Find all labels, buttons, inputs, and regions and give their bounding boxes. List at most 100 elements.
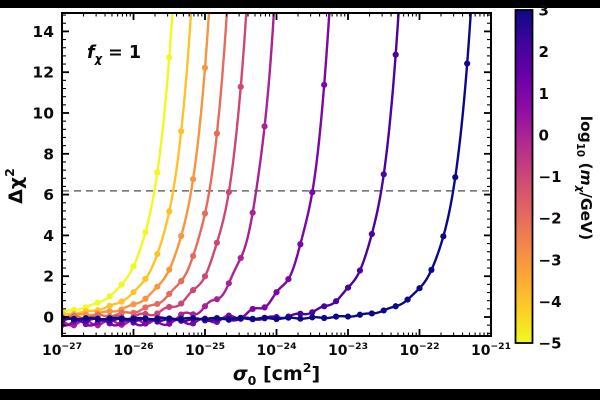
data-point-marker: [416, 285, 423, 292]
data-point-marker: [213, 296, 221, 303]
x-tick-label: 10−27: [42, 341, 82, 359]
text-segment: 10: [113, 343, 133, 359]
y-tick-label: 12: [32, 64, 54, 82]
data-point-marker: [309, 309, 316, 316]
data-point-marker: [106, 293, 113, 300]
data-point-marker: [118, 309, 125, 316]
x-axis-label: σ0 [cm2]: [233, 360, 320, 388]
data-point-marker: [166, 303, 173, 311]
data-point-marker: [321, 314, 328, 322]
data-point-marker: [237, 83, 244, 90]
text-segment: (: [577, 157, 595, 169]
data-point-marker: [237, 254, 244, 262]
text-segment: 10: [42, 343, 62, 359]
data-point-marker: [225, 316, 232, 323]
data-point-marker: [201, 315, 209, 323]
data-point-marker: [261, 314, 268, 321]
text-segment: log: [577, 116, 595, 143]
data-point-marker: [118, 281, 125, 288]
data-point-marker: [344, 313, 352, 320]
data-point-marker: [130, 309, 137, 316]
x-tick-label: 10−21: [471, 341, 511, 359]
text-segment: −27: [61, 341, 82, 352]
data-point-marker: [106, 302, 113, 309]
data-point-marker: [428, 266, 435, 273]
data-point-marker: [189, 252, 197, 260]
y-tick-label: 8: [43, 145, 54, 163]
text-segment: χ: [94, 52, 103, 66]
x-tick-label: 10−26: [113, 341, 153, 359]
data-point-marker: [201, 303, 209, 310]
data-point-marker: [130, 289, 137, 296]
text-segment: f: [87, 43, 97, 63]
y-tick-label: 6: [43, 186, 54, 204]
data-point-marker: [321, 303, 328, 310]
text-segment: −25: [204, 341, 225, 352]
data-point-marker: [368, 230, 375, 238]
text-segment: = 1: [102, 43, 141, 63]
data-point-marker: [154, 315, 161, 322]
text-segment: 10: [256, 343, 276, 359]
data-point-marker: [142, 229, 149, 236]
colorbar-tick-label: −3: [539, 251, 562, 269]
data-point-marker: [225, 189, 232, 196]
y-tick-label: 0: [43, 309, 54, 327]
data-point-marker: [392, 303, 399, 310]
data-point-marker: [368, 310, 375, 317]
text-segment: m: [577, 170, 595, 186]
data-point-marker: [225, 280, 232, 287]
data-point-marker: [380, 307, 387, 314]
data-point-marker: [297, 315, 304, 322]
data-point-marker: [189, 287, 197, 294]
data-point-marker: [94, 299, 101, 306]
data-point-marker: [94, 315, 101, 323]
data-point-marker: [249, 209, 256, 216]
text-segment: 10: [471, 343, 491, 359]
data-point-marker: [297, 241, 304, 248]
data-point-marker: [297, 310, 304, 317]
colorbar-tick-label: 2: [539, 43, 549, 61]
data-point-marker: [166, 54, 173, 61]
data-point-marker: [273, 289, 280, 296]
text-segment: −22: [419, 341, 440, 352]
text-segment: /GeV): [577, 192, 595, 240]
data-point-marker: [70, 316, 78, 323]
data-point-marker: [249, 305, 256, 313]
data-point-marker: [332, 313, 340, 320]
text-segment: 10: [574, 143, 585, 157]
data-point-marker: [178, 315, 185, 322]
data-point-marker: [154, 283, 161, 290]
data-point-marker: [404, 296, 411, 303]
data-point-marker: [166, 208, 173, 215]
data-point-marker: [142, 275, 149, 283]
data-point-marker: [166, 315, 173, 322]
data-point-marker: [106, 315, 113, 322]
data-point-marker: [285, 314, 292, 321]
data-point-marker: [154, 300, 161, 308]
data-point-marker: [118, 315, 125, 322]
colorbar-tick-label: 3: [539, 2, 549, 20]
colorbar-tick-label: −2: [539, 210, 562, 228]
data-point-marker: [178, 311, 185, 318]
data-point-marker: [166, 266, 173, 273]
curves-group: [63, 14, 472, 329]
data-point-marker: [332, 298, 340, 305]
x-tick-label: 10−25: [185, 341, 225, 359]
text-segment: χ: [574, 185, 585, 194]
y-axis-label: Δχ2: [2, 168, 27, 204]
colorbar-tick-label: −5: [539, 335, 562, 353]
data-point-marker: [213, 239, 221, 246]
text-segment: Δχ: [5, 177, 27, 204]
text-segment: −24: [276, 341, 297, 352]
text-segment: −21: [490, 341, 511, 352]
data-point-marker: [285, 275, 292, 283]
data-point-marker: [273, 315, 280, 323]
data-point-marker: [142, 304, 149, 311]
text-segment: 0: [248, 373, 257, 388]
data-point-marker: [189, 176, 197, 183]
x-tick-label: 10−22: [399, 341, 439, 359]
data-point-marker: [142, 315, 149, 322]
data-point-marker: [213, 130, 221, 137]
